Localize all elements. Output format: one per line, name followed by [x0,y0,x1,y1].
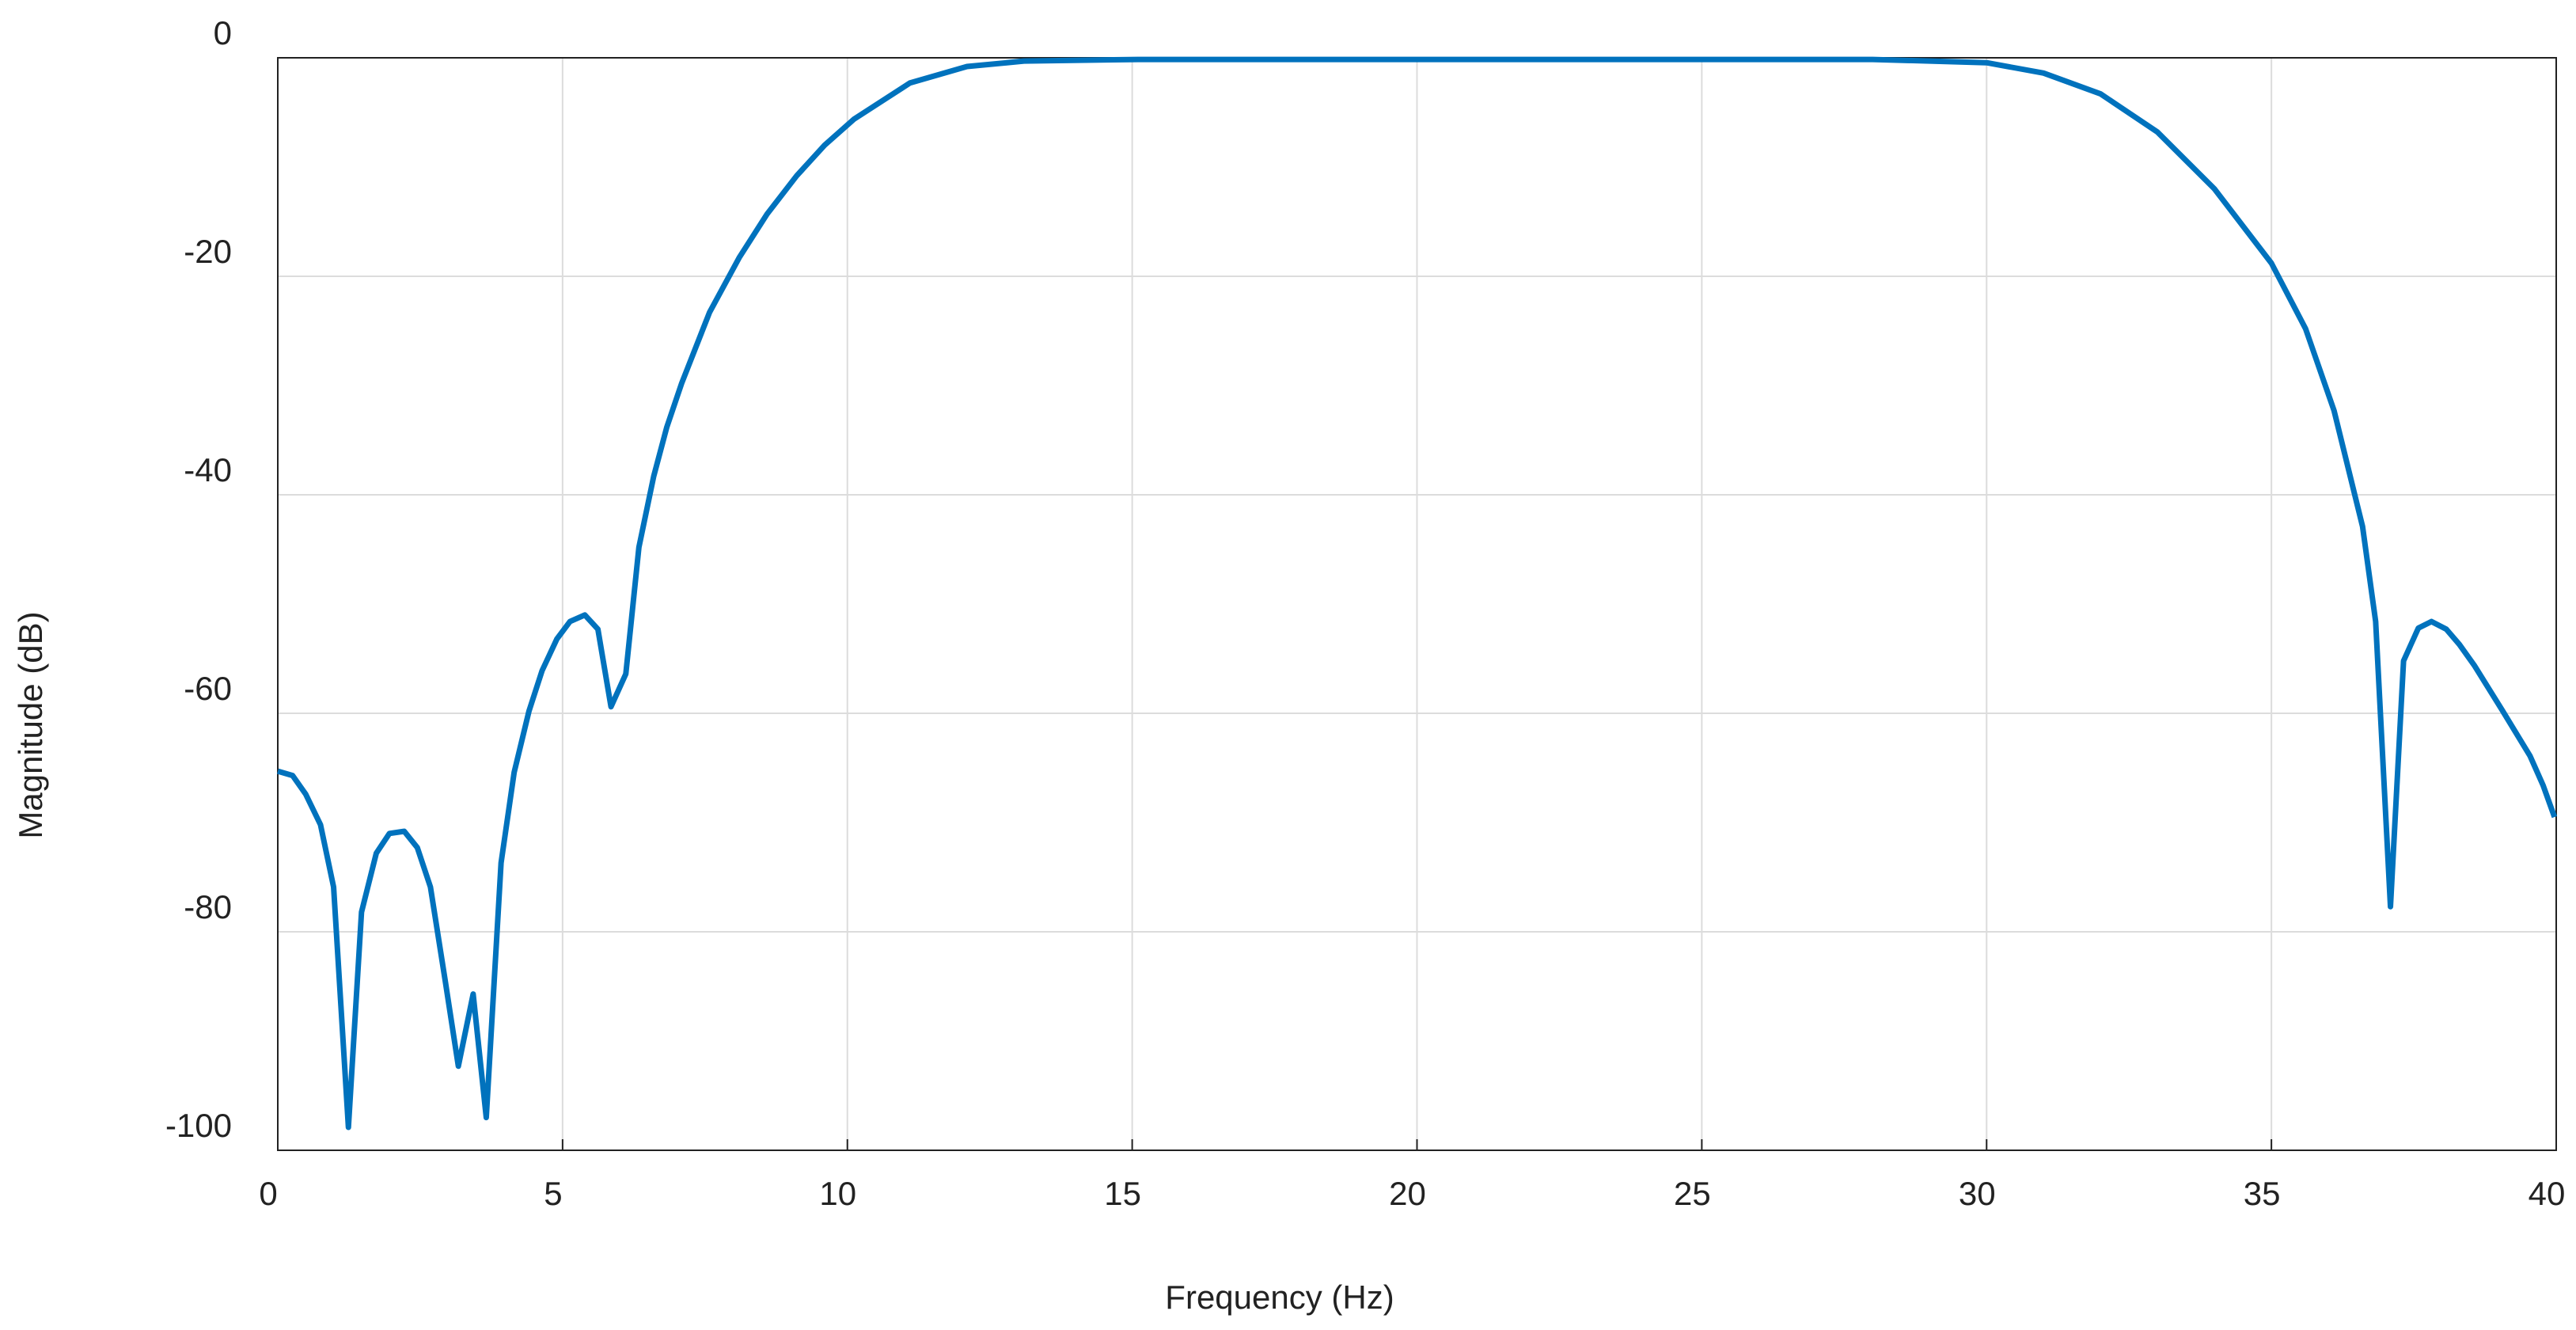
x-tick-label: 10 [819,1175,856,1212]
x-axis-label: Frequency (Hz) [1165,1279,1394,1316]
x-tick-label: 30 [1959,1175,1996,1212]
x-tick-label: 5 [544,1175,562,1212]
x-tick-label: 40 [2529,1175,2566,1212]
line-series [277,56,2558,1130]
y-tick-label: -60 [184,670,232,707]
x-tick-label: 20 [1389,1175,1426,1212]
x-tick-label: 15 [1104,1175,1141,1212]
x-tick-label: 35 [2244,1175,2281,1212]
y-tick-label: 0 [214,14,232,51]
x-tick-label: 25 [1674,1175,1711,1212]
y-tick-label: -100 [165,1107,232,1144]
y-axis-label: Magnitude (dB) [12,611,49,838]
x-tick-label: 0 [259,1175,277,1212]
y-tick-label: -80 [184,888,232,925]
y-tick-label: -20 [184,233,232,270]
y-tick-label: -40 [184,451,232,488]
